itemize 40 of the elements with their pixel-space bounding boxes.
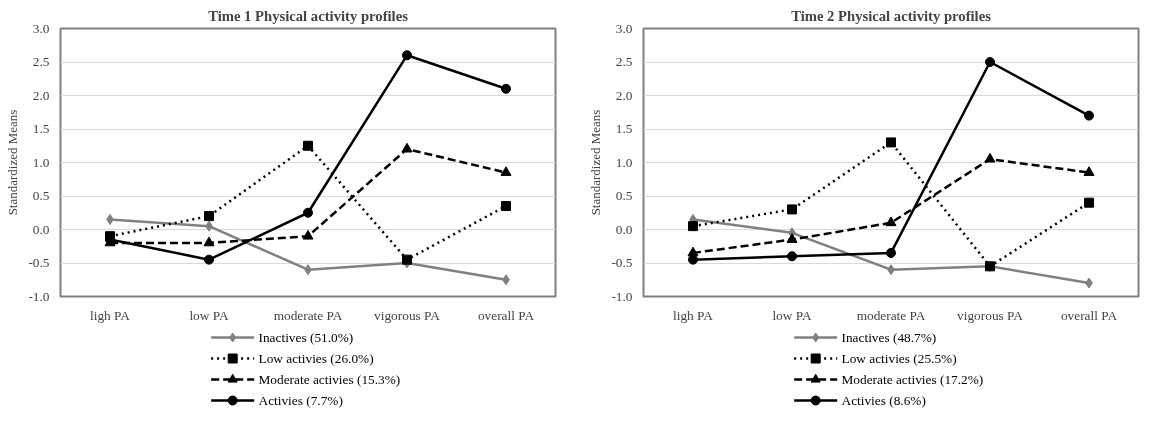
x-tick-label: overall PA: [477, 307, 535, 323]
x-tick-label: moderate PA: [856, 307, 926, 323]
y-tick-label: -1.0: [28, 288, 50, 304]
legend-label: Inactives (48.7%): [841, 330, 937, 345]
x-tick-label: moderate PA: [273, 307, 343, 323]
legend-label: Inactives (51.0%): [258, 330, 354, 345]
legend-label: Activies (7.7%): [258, 393, 343, 408]
chart-title: Time 1 Physical activity profiles: [208, 7, 409, 24]
y-tick-label: -1.0: [611, 288, 633, 304]
y-tick-label: 0.0: [32, 221, 50, 237]
y-tick-label: 2.0: [32, 87, 50, 103]
y-tick-label: 1.5: [32, 121, 50, 136]
x-tick-label: vigorous PA: [374, 307, 441, 323]
x-tick-label: low PA: [189, 307, 229, 323]
x-tick-label: vigorous PA: [957, 307, 1024, 323]
y-tick-label: 0.5: [32, 188, 50, 203]
chart-title: Time 2 Physical activity profiles: [791, 7, 992, 24]
y-tick-label: 1.5: [615, 121, 633, 136]
x-tick-label: ligh PA: [90, 307, 131, 323]
legend-label: Low activies (26.0%): [258, 351, 374, 366]
y-tick-label: 1.0: [615, 154, 633, 170]
y-tick-label: 2.5: [32, 54, 50, 69]
y-tick-label: 3.0: [615, 20, 633, 36]
y-tick-label: 0.5: [615, 188, 633, 203]
y-tick-label: 1.0: [32, 154, 50, 170]
legend-label: Activies (8.6%): [841, 393, 926, 408]
y-axis-title: Standardized Means: [588, 109, 604, 216]
y-tick-label: -0.5: [611, 255, 633, 270]
y-tick-label: 3.0: [32, 20, 50, 36]
y-tick-label: 0.0: [615, 221, 633, 237]
legend-label: Moderate activies (17.2%): [841, 372, 984, 387]
y-tick-label: 2.0: [615, 87, 633, 103]
y-tick-label: -0.5: [28, 255, 50, 270]
x-tick-label: low PA: [772, 307, 812, 323]
legend-label: Moderate activies (15.3%): [258, 372, 401, 387]
y-axis-title: Standardized Means: [5, 109, 21, 216]
legend-label: Low activies (25.5%): [841, 351, 957, 366]
x-tick-label: ligh PA: [673, 307, 714, 323]
x-tick-label: overall PA: [1060, 307, 1118, 323]
y-tick-label: 2.5: [615, 54, 633, 69]
